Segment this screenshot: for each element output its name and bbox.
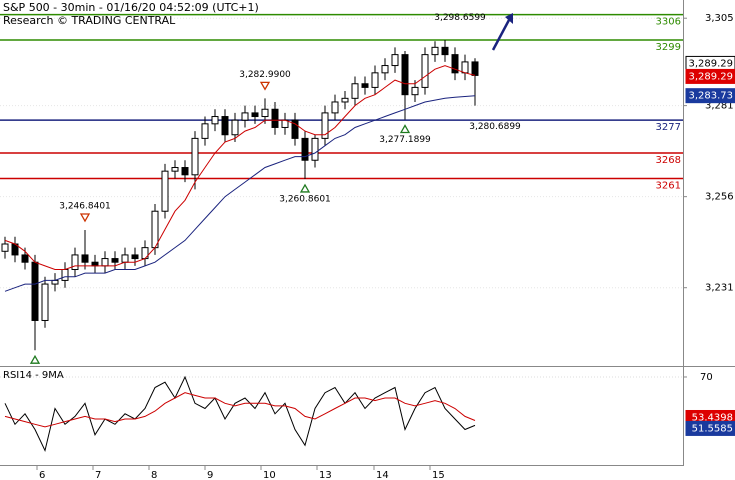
candle-body: [401, 54, 409, 96]
annotation: 3,260.8601: [279, 194, 331, 204]
candle-body: [471, 61, 479, 76]
candle-body: [251, 112, 259, 118]
level-label: 3277: [656, 122, 681, 133]
level-label: 3306: [656, 17, 681, 28]
candle-body: [311, 137, 319, 161]
pivot-marker: [399, 124, 411, 134]
price-box: [685, 68, 735, 84]
level-label: 3261: [656, 180, 681, 191]
candle-body: [271, 108, 279, 128]
projection-arrow: [491, 19, 511, 51]
candle-body: [111, 258, 119, 263]
candle-body: [171, 167, 179, 172]
candle-body: [181, 167, 189, 176]
candle-body: [261, 108, 269, 118]
price-box-label: 3,283.73: [688, 91, 733, 102]
moving-average: [4, 95, 476, 292]
candle-body: [371, 72, 379, 88]
candle-body: [191, 137, 199, 176]
candle-body: [331, 101, 339, 114]
plot-layer: 3,305 3,281 3,256 3,231 6 7 8 9 10 13 14 15 3306 3299…: [0, 13, 735, 480]
pivot-marker: [79, 213, 91, 223]
candle-body: [201, 123, 209, 139]
candle-body: [221, 116, 229, 136]
candle-body: [421, 54, 429, 88]
x-tick-label: 13: [319, 470, 332, 480]
candle-body: [41, 283, 49, 321]
annotation: 3,280.6899: [469, 122, 521, 132]
x-tick-label: 6: [39, 470, 45, 480]
candle-body: [351, 83, 359, 99]
annotation: 3,277.1899: [379, 135, 431, 145]
candle-body: [411, 86, 419, 96]
candle-body: [391, 54, 399, 67]
candle-body: [361, 83, 369, 88]
rsi-line: [4, 392, 476, 428]
chart-subtitle: Research © TRADING CENTRAL: [3, 14, 176, 27]
candle-body: [1, 243, 9, 252]
chart-title: S&P 500 - 30min - 01/16/20 04:52:09 (UTC…: [3, 1, 259, 14]
candle-body: [101, 258, 109, 267]
price-box-label: 53.4398: [692, 412, 733, 423]
candle-body: [441, 46, 449, 56]
x-tick-label: 9: [207, 470, 213, 480]
level-label: 3299: [656, 42, 681, 53]
y-tick-label: 3,305: [705, 13, 734, 24]
y-tick-label: 70: [700, 372, 713, 383]
candle-body: [131, 254, 139, 260]
candle-body: [231, 119, 239, 136]
price-box-label: 3,289.29: [688, 58, 733, 69]
pivot-marker: [259, 81, 271, 91]
candle-body: [81, 254, 89, 263]
annotation: 3,298.6599: [434, 13, 486, 23]
rsi-line: [4, 375, 476, 452]
candle-body: [291, 119, 299, 139]
candle-body: [161, 170, 169, 212]
x-tick-label: 8: [151, 470, 157, 480]
y-tick-label: 3,281: [705, 101, 734, 112]
level-label: 3268: [656, 155, 681, 166]
y-tick-label: 3,256: [705, 192, 734, 203]
candle-body: [461, 61, 469, 74]
annotation: 3,246.8401: [59, 202, 111, 212]
candle-body: [241, 112, 249, 121]
x-tick-label: 10: [263, 470, 276, 480]
candle-body: [21, 254, 29, 263]
x-tick-label: 14: [376, 470, 389, 480]
arrow-head: [505, 13, 513, 24]
x-tick-label: 7: [95, 470, 101, 480]
price-box: [685, 420, 735, 436]
x-tick-label: 15: [432, 470, 445, 480]
y-tick-label: 3,231: [705, 283, 734, 294]
pivot-marker: [299, 183, 311, 193]
candle-body: [51, 279, 59, 285]
price-box-label: 51.5585: [692, 423, 733, 434]
candle-body: [61, 268, 69, 281]
candle-body: [451, 54, 459, 74]
rsi-title: RSI14 - 9MA: [3, 370, 64, 381]
price-box: [685, 88, 735, 104]
candle-body: [321, 112, 329, 139]
annotation: 3,282.9900: [239, 70, 291, 80]
price-box-label: 3,289.29: [688, 71, 733, 82]
pivot-marker: [29, 354, 41, 364]
candle-body: [71, 254, 79, 270]
candle-body: [381, 65, 389, 74]
candle-body: [91, 261, 99, 267]
candle-body: [151, 210, 159, 249]
moving-average: [4, 65, 476, 270]
candle-body: [301, 137, 309, 161]
candle-body: [431, 46, 439, 56]
candle-body: [341, 97, 349, 103]
candle-body: [31, 261, 39, 321]
candle-body: [211, 116, 219, 125]
candle-body: [121, 254, 129, 263]
